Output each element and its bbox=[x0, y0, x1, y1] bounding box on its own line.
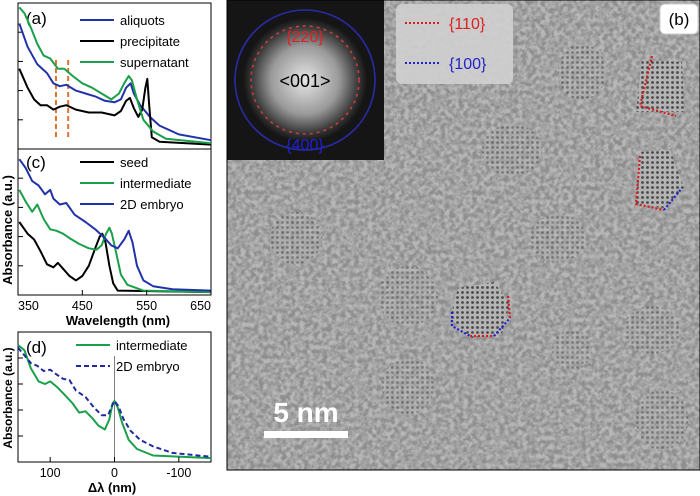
panel-c-xtick-label-2: 450 bbox=[72, 299, 93, 313]
facet-outline-3c bbox=[493, 317, 511, 337]
panel-d-xtick-label-2: 0 bbox=[111, 466, 118, 480]
panel-a-series-3 bbox=[18, 6, 212, 145]
tem-frame bbox=[226, 0, 700, 471]
panel-d-series-1 bbox=[17, 344, 212, 460]
facet-outline-2a bbox=[634, 155, 665, 212]
tem-micrograph: {220} <001> {400} {110} {100} (b) 5 nm bbox=[227, 0, 700, 470]
nanoparticle-7 bbox=[378, 266, 438, 326]
panel-a-legend-label-3: supernatant bbox=[120, 55, 189, 70]
panel-a-series-1 bbox=[18, 23, 212, 142]
panel-c-label: (c) bbox=[26, 153, 46, 172]
scale-bar-label: 5 nm bbox=[273, 397, 338, 428]
fft-ring-400 bbox=[234, 9, 376, 151]
panel-c-plot: (c) seed intermediate 2D embryo 350 450 550 6… bbox=[17, 148, 212, 328]
panel-d-legend: intermediate 2D embryo bbox=[76, 338, 188, 374]
panel-c-legend: seed intermediate 2D embryo bbox=[80, 155, 192, 212]
panel-d-xticks: 100 0 -100 bbox=[40, 457, 191, 480]
panel-c-frame bbox=[17, 148, 212, 296]
panel-a-markers bbox=[54, 60, 70, 139]
panel-a-series bbox=[18, 6, 212, 146]
panel-c-xticks: 350 450 550 650 bbox=[17, 290, 212, 313]
fft-halo bbox=[243, 18, 367, 142]
panel-d-label: (d) bbox=[26, 338, 47, 357]
panel-a-legend-label-2: precipitate bbox=[120, 34, 180, 49]
fft-label-001: <001> bbox=[279, 71, 330, 91]
panel-a-frame bbox=[17, 2, 212, 150]
panel-d-xlabel: Δλ (nm) bbox=[88, 480, 136, 495]
nanoparticle-8 bbox=[530, 214, 586, 262]
panel-d-series-2 bbox=[17, 346, 212, 458]
panel-d-yticks bbox=[18, 357, 23, 437]
nanoparticle-11 bbox=[552, 330, 592, 370]
fft-ring-220 bbox=[250, 25, 360, 135]
nanoparticle-9 bbox=[624, 306, 680, 354]
nanoparticle-6 bbox=[270, 212, 322, 264]
nanoparticle-5 bbox=[482, 124, 542, 176]
panel-d-plot: (d) intermediate 2D embryo 100 0 -100 Δλ (n… bbox=[17, 331, 212, 495]
panel-c-legend-label-3: 2D embryo bbox=[120, 197, 184, 212]
fft-inset: {220} <001> {400} bbox=[227, 0, 384, 160]
facet-outline-1 bbox=[638, 55, 677, 118]
panel-c-xtick-label-1: 350 bbox=[18, 299, 39, 313]
nanoparticle-2 bbox=[636, 150, 684, 208]
panel-a-legend: aliquots precipitate supernatant bbox=[80, 13, 189, 70]
panel-b-label-box bbox=[659, 3, 699, 35]
panel-c-series bbox=[18, 158, 212, 294]
scale-bar-line bbox=[264, 431, 348, 438]
panel-c-xtick-label-3: 550 bbox=[136, 299, 157, 313]
nanoparticle-4 bbox=[558, 44, 606, 100]
panel-a-plot: (a) aliquots precipitate supernatant bbox=[17, 2, 212, 150]
panel-b-label: (b) bbox=[669, 10, 690, 29]
fft-label-400: {400} bbox=[286, 137, 324, 154]
facet-outline-3a bbox=[450, 312, 471, 337]
facet-legend: {110} {100} bbox=[396, 4, 513, 84]
facet-outline-2b bbox=[663, 187, 683, 211]
facet-outlines bbox=[450, 55, 683, 338]
nanoparticle-3 bbox=[450, 282, 510, 338]
panel-d-xtick-label-3: -100 bbox=[166, 466, 191, 480]
nanoparticle-10 bbox=[382, 358, 434, 414]
panel-c-series-3 bbox=[18, 158, 212, 292]
nanoparticle-12 bbox=[636, 390, 688, 450]
panel-d-xtick-label-1: 100 bbox=[40, 466, 61, 480]
panel-c-legend-label-1: seed bbox=[120, 155, 148, 170]
facet-legend-label-100: {100} bbox=[449, 56, 487, 73]
panel-c-xlabel: Wavelength (nm) bbox=[66, 313, 170, 328]
y-axis-label-ac: Absorbance (a.u.) bbox=[0, 175, 15, 285]
panel-a-series-2 bbox=[18, 68, 212, 146]
panel-c-series-1 bbox=[18, 221, 212, 294]
tem-nanoparticles bbox=[270, 44, 688, 450]
panel-a-label: (a) bbox=[26, 9, 47, 28]
fft-label-220: {220} bbox=[286, 29, 324, 46]
panel-d-series bbox=[17, 344, 212, 460]
panel-c-series-2 bbox=[18, 189, 212, 294]
panel-d-legend-label-1: intermediate bbox=[116, 338, 188, 353]
y-axis-label-d: Absorbance (a.u.) bbox=[1, 347, 15, 448]
panel-a-legend-label-1: aliquots bbox=[120, 13, 165, 28]
panel-d-legend-label-2: 2D embryo bbox=[116, 359, 180, 374]
scale-bar: 5 nm bbox=[264, 397, 348, 438]
nanoparticle-1 bbox=[636, 60, 684, 112]
panel-c-yticks bbox=[18, 177, 23, 267]
panel-c-xtick-label-4: 650 bbox=[190, 299, 211, 313]
panel-c-legend-label-2: intermediate bbox=[120, 176, 192, 191]
facet-legend-label-110: {110} bbox=[449, 16, 486, 33]
